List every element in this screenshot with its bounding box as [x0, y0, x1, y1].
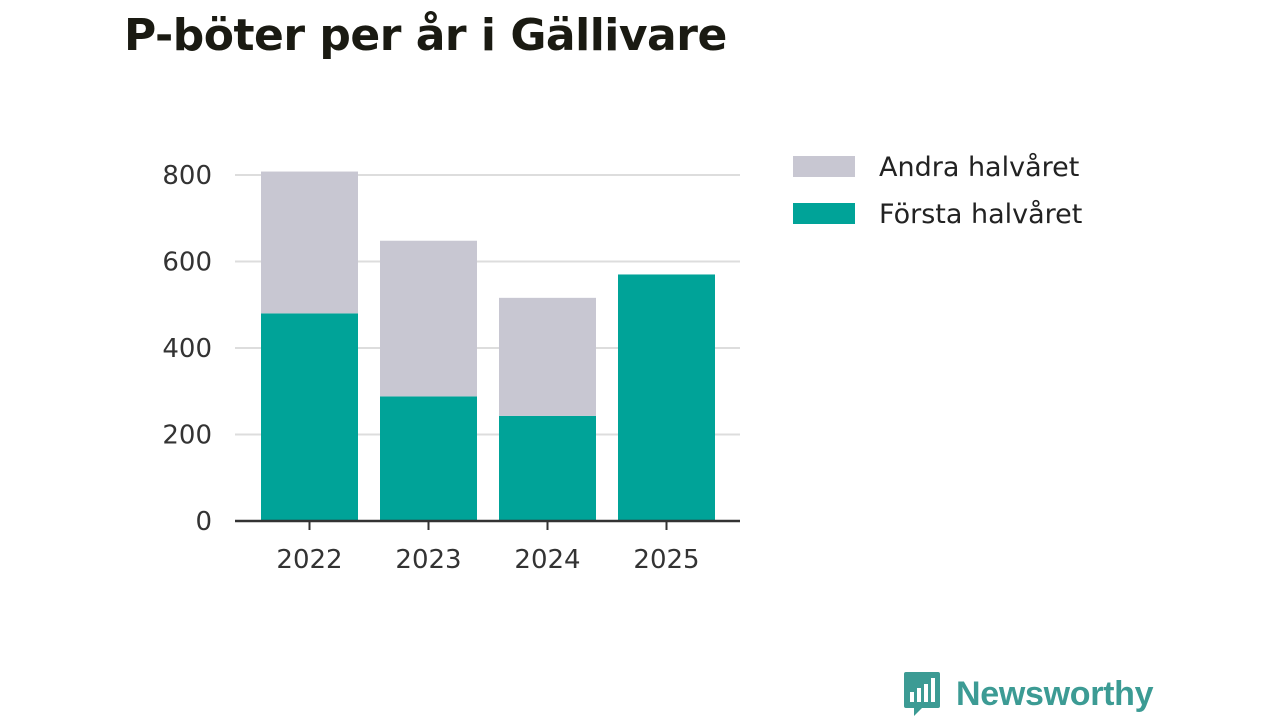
bar-segment-2024-forsta — [499, 415, 596, 521]
bars — [261, 171, 715, 521]
brand-name: Newsworthy — [956, 674, 1154, 713]
y-tick-label: 200 — [162, 421, 212, 451]
axes: 0 200 400 600 800 2022 2023 2024 2025 — [162, 161, 740, 575]
legend-label: Första halvåret — [879, 199, 1082, 230]
bar-segment-2025-forsta — [618, 274, 715, 521]
y-tick-label: 600 — [162, 248, 212, 278]
bar-segment-2024-andra — [499, 297, 596, 416]
bar-segment-2023-forsta — [380, 396, 477, 521]
bar-segment-2022-forsta — [261, 313, 358, 521]
chart-title: P-böter per år i Gällivare — [124, 10, 727, 61]
y-tick-label: 400 — [162, 334, 212, 364]
legend-swatch — [793, 203, 855, 224]
bar-segment-2023-andra — [380, 240, 477, 397]
y-tick-label: 800 — [162, 161, 212, 191]
bar-segment-2022-andra — [261, 171, 358, 314]
x-tick-label: 2024 — [514, 545, 580, 575]
bar-chart-speech-bubble-icon — [904, 672, 940, 716]
x-tick-label: 2025 — [633, 545, 699, 575]
legend-swatch — [793, 156, 855, 177]
x-tick-label: 2022 — [276, 545, 342, 575]
y-tick-label: 0 — [195, 507, 212, 537]
legend: Andra halvåret Första halvåret — [793, 152, 1082, 230]
x-tick-label: 2023 — [395, 545, 461, 575]
legend-label: Andra halvåret — [879, 152, 1079, 183]
newsworthy-logo: Newsworthy — [902, 670, 1154, 718]
